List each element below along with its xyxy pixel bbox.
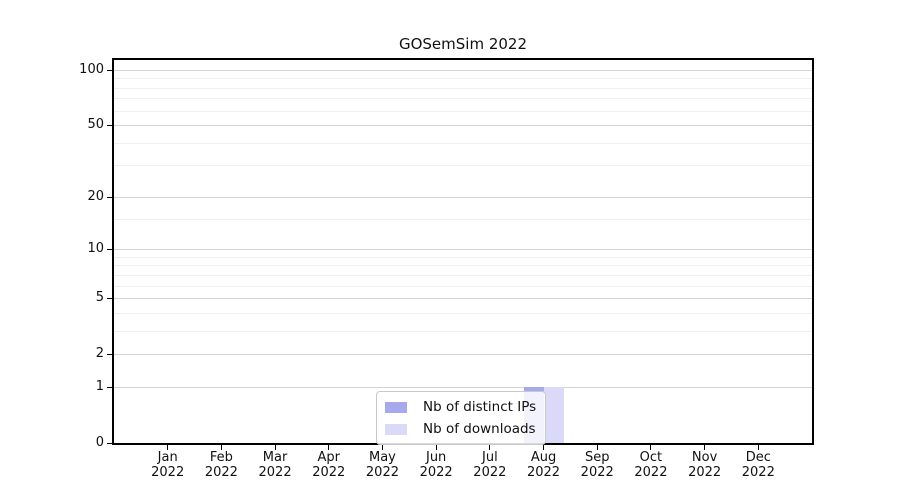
y-tick-mark	[107, 354, 112, 356]
x-tick-mark	[220, 445, 222, 450]
y-tick-label: 50	[87, 117, 104, 133]
y-tick-label: 10	[87, 241, 104, 257]
legend-label-distinct-ips: Nb of distinct IPs	[423, 399, 537, 415]
x-tick-label-line: Aug	[530, 450, 557, 465]
y-major-gridline	[114, 249, 812, 251]
plot-area: Nb of distinct IPs Nb of downloads	[112, 58, 814, 445]
legend-label-downloads: Nb of downloads	[423, 421, 536, 437]
x-tick-label: May 2022	[350, 450, 414, 480]
y-tick-label: 20	[87, 188, 104, 204]
y-tick-mark	[107, 298, 112, 300]
y-tick-mark	[107, 443, 112, 444]
x-tick-label-line: 2022	[634, 465, 668, 480]
x-tick-mark	[704, 445, 706, 450]
x-tick-label-line: Mar	[262, 450, 288, 465]
x-tick-label: Apr 2022	[297, 450, 361, 480]
x-tick-mark	[381, 445, 383, 450]
legend-item-distinct-ips: Nb of distinct IPs	[385, 399, 536, 415]
chart-title: GOSemSim 2022	[398, 35, 528, 53]
x-tick-label-line: 2022	[258, 465, 292, 480]
x-tick-label-line: Jan	[157, 450, 178, 465]
y-tick-label: 100	[79, 61, 104, 77]
x-tick-mark	[167, 445, 169, 450]
y-minor-gridline	[114, 110, 812, 112]
y-tick-label: 5	[95, 290, 104, 306]
bar-downloads	[543, 386, 564, 443]
x-tick-label-line: 2022	[473, 465, 507, 480]
legend: Nb of distinct IPs Nb of downloads	[376, 391, 547, 445]
x-tick-label-line: 2022	[151, 465, 185, 480]
x-tick-label-line: Jun	[425, 450, 447, 465]
x-tick-mark	[596, 445, 598, 450]
y-major-gridline	[114, 386, 812, 388]
x-tick-label-line: Jul	[482, 450, 498, 465]
y-tick-mark	[107, 125, 112, 127]
x-tick-mark	[757, 445, 759, 450]
y-tick-mark	[107, 69, 112, 71]
y-minor-gridline	[114, 98, 812, 100]
x-tick-mark	[650, 445, 652, 450]
y-minor-gridline	[114, 165, 812, 167]
x-tick-label-line: 2022	[688, 465, 722, 480]
y-minor-gridline	[114, 285, 812, 287]
x-tick-label: Oct 2022	[619, 450, 683, 480]
y-minor-gridline	[114, 265, 812, 267]
y-minor-gridline	[114, 142, 812, 144]
y-minor-gridline	[114, 218, 812, 220]
y-minor-gridline	[114, 256, 812, 258]
y-major-gridline	[114, 298, 812, 300]
x-tick-label-line: Feb	[209, 450, 233, 465]
y-minor-gridline	[114, 312, 812, 314]
y-tick-label: 2	[95, 346, 104, 362]
x-tick-label-line: 2022	[204, 465, 238, 480]
x-tick-label: Mar 2022	[243, 450, 307, 480]
x-tick-label: Jun 2022	[404, 450, 468, 480]
x-tick-label-line: Apr	[317, 450, 341, 465]
x-tick-label: Nov 2022	[673, 450, 737, 480]
x-tick-label: Dec 2022	[726, 450, 790, 480]
y-minor-gridline	[114, 78, 812, 80]
x-tick-label-line: Nov	[691, 450, 718, 465]
y-major-gridline	[114, 196, 812, 198]
x-tick-label-line: 2022	[526, 465, 561, 480]
x-tick-label-line: Oct	[639, 450, 663, 465]
x-tick-label: Sep 2022	[565, 450, 629, 480]
x-tick-mark	[489, 445, 491, 450]
x-tick-label-line: 2022	[365, 465, 399, 480]
x-tick-label: Feb 2022	[189, 450, 253, 480]
y-tick-label: 0	[95, 435, 104, 450]
x-tick-label-line: May	[369, 450, 396, 465]
x-tick-label: Jan 2022	[136, 450, 200, 480]
x-tick-label-line: 2022	[419, 465, 453, 480]
y-major-gridline	[114, 69, 812, 71]
x-tick-mark	[543, 445, 545, 450]
x-tick-label-line: Sep	[584, 450, 610, 465]
y-minor-gridline	[114, 330, 812, 332]
x-tick-label: Jul 2022	[458, 450, 522, 480]
y-tick-label: 1	[95, 378, 104, 394]
x-tick-label-line: Dec	[745, 450, 771, 465]
y-major-gridline	[114, 125, 812, 127]
x-tick-label-line: 2022	[312, 465, 346, 480]
x-tick-label: Aug 2022	[512, 450, 576, 480]
y-minor-gridline	[114, 87, 812, 89]
legend-swatch-downloads-icon	[385, 423, 407, 435]
x-tick-label-line: 2022	[580, 465, 614, 480]
y-tick-mark	[107, 196, 112, 198]
x-tick-label-line: 2022	[741, 465, 775, 480]
x-tick-mark	[435, 445, 437, 450]
y-tick-mark	[107, 249, 112, 251]
legend-item-downloads: Nb of downloads	[385, 421, 536, 437]
x-tick-mark	[274, 445, 276, 450]
y-tick-mark	[107, 386, 112, 388]
y-minor-gridline	[114, 274, 812, 276]
x-tick-mark	[328, 445, 330, 450]
legend-swatch-distinct-ips-icon	[385, 401, 407, 413]
y-major-gridline	[114, 354, 812, 356]
